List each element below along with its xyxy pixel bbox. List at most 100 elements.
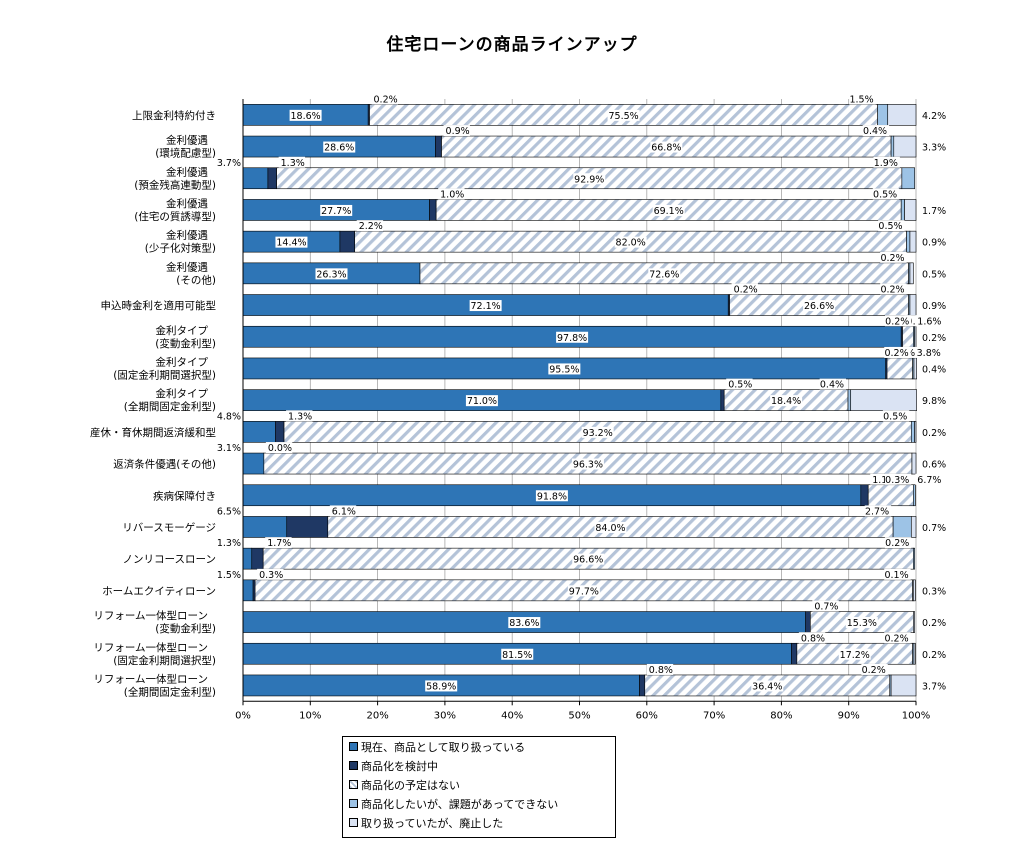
category-label: (固定金利期間選択型) xyxy=(113,368,216,381)
bar-segment xyxy=(890,674,917,697)
value-label-bg xyxy=(920,236,947,248)
value-label-bg xyxy=(216,568,243,580)
value-label: 75.5% xyxy=(608,111,638,122)
value-label-bg xyxy=(920,204,947,216)
value-label: 0.2% xyxy=(734,285,758,296)
value-label: 0.2% xyxy=(884,348,908,359)
value-label: 1.7% xyxy=(922,206,946,217)
value-label-bg xyxy=(838,648,871,660)
value-label: 96.6% xyxy=(573,555,603,566)
value-label: 0.2% xyxy=(862,665,886,676)
x-tick-label: 0% xyxy=(235,710,251,721)
value-label-bg xyxy=(257,568,284,580)
value-label-bg xyxy=(469,300,502,312)
value-label-bg xyxy=(572,553,605,565)
value-label-bg xyxy=(920,521,947,533)
stacked-bar-chart: 18.6% 0.2% 75.5% 1.5% 4.2% 28.6% 0.9% 66.8% 0.4%… xyxy=(90,93,947,721)
legend-swatch xyxy=(349,799,358,808)
value-label: 1.0% xyxy=(440,189,464,200)
category-label: リフォーム一体型ローン xyxy=(93,672,208,685)
category-label: 金利優遇 xyxy=(166,260,208,273)
value-label-bg xyxy=(920,109,947,121)
value-label: 72.1% xyxy=(471,301,501,312)
value-label: 6.5% xyxy=(217,506,241,517)
value-label: 0.5% xyxy=(878,221,902,232)
value-label: 1.3% xyxy=(217,538,241,549)
value-label-bg xyxy=(508,617,541,629)
value-label: 9.8% xyxy=(922,396,946,407)
value-label: 0.9% xyxy=(922,301,946,312)
value-label-bg xyxy=(798,632,826,644)
value-label: 84.0% xyxy=(595,523,625,534)
value-label-bg xyxy=(920,395,947,407)
bar-segment xyxy=(847,389,852,411)
value-label: 0.4% xyxy=(863,126,887,137)
value-label-bg xyxy=(920,585,947,597)
value-label: 92.9% xyxy=(574,174,604,185)
value-label-bg xyxy=(648,268,681,280)
value-label: 14.4% xyxy=(276,238,306,249)
value-label-bg xyxy=(548,363,581,375)
bar-segment xyxy=(913,642,916,665)
bar-segment xyxy=(913,547,915,570)
value-label-bg xyxy=(320,204,353,216)
bar-segment xyxy=(242,547,253,570)
bar-segment xyxy=(429,199,437,221)
x-axis: 0% 10% 20% 30% 40% 50% 60% 70% 80% 90% 100% xyxy=(235,99,930,721)
legend-label: 商品化したいが、課題があってできない xyxy=(361,797,559,811)
bar-segment xyxy=(913,579,916,602)
value-label: 1.5% xyxy=(217,570,241,581)
value-label: 0.0% xyxy=(268,443,292,454)
category-label: 金利タイプ xyxy=(156,387,209,400)
value-label-bg xyxy=(873,156,900,168)
value-label: 1.5% xyxy=(849,94,873,105)
value-label-bg xyxy=(920,141,947,153)
bar-segment xyxy=(913,357,917,380)
value-label: 36.4% xyxy=(752,681,782,692)
value-label-bg xyxy=(884,315,912,327)
value-label: 66.8% xyxy=(651,143,681,154)
value-label: 0.2% xyxy=(885,538,909,549)
value-label-bg xyxy=(571,458,604,470)
x-tick-label: 60% xyxy=(636,710,658,721)
legend-item: 商品化したいが、課題があってできない xyxy=(343,794,615,813)
value-label: 0.5% xyxy=(873,189,897,200)
value-label: 2.7% xyxy=(865,506,889,517)
value-label: 82.0% xyxy=(616,238,646,249)
value-label-bg xyxy=(864,505,892,517)
category-label: (環境配慮型) xyxy=(155,147,216,160)
category-label: 申込時金利を適用可能型 xyxy=(101,299,217,312)
legend-label: 現在、商品として取り扱っている xyxy=(361,740,526,754)
value-label: 0.2% xyxy=(884,633,908,644)
legend-item: 現在、商品として取り扱っている xyxy=(343,737,615,756)
value-label-bg xyxy=(594,521,627,533)
value-label: 27.7% xyxy=(321,206,351,217)
value-label-bg xyxy=(614,236,647,248)
value-label-bg xyxy=(567,585,600,597)
value-label: 91.8% xyxy=(537,491,567,502)
value-label-bg xyxy=(880,283,907,295)
value-label: 0.4% xyxy=(820,380,844,391)
legend-swatch xyxy=(349,818,358,827)
value-label: 18.4% xyxy=(771,396,801,407)
bar-segment xyxy=(893,135,917,158)
value-label: 0.2% xyxy=(880,285,904,296)
value-label-bg xyxy=(650,141,683,153)
value-labels: 18.6% 0.2% 75.5% 1.5% 4.2% 28.6% 0.9% 66.8% 0.4%… xyxy=(216,93,947,692)
value-label: 15.3% xyxy=(847,618,877,629)
value-label-bg xyxy=(315,268,348,280)
legend-swatch xyxy=(349,742,358,751)
bar-segment xyxy=(914,421,917,443)
bar-segment xyxy=(886,357,913,380)
bar-segment xyxy=(286,516,329,538)
bar-segment xyxy=(791,642,798,665)
category-label: リフォーム一体型ローン xyxy=(93,641,208,654)
value-label-bg xyxy=(920,648,947,660)
value-label: 26.3% xyxy=(316,269,346,280)
x-tick-label: 70% xyxy=(703,710,725,721)
bar-segment xyxy=(267,167,277,190)
value-label-bg xyxy=(920,331,947,343)
bar-segment xyxy=(242,421,276,443)
value-label-bg xyxy=(872,188,900,200)
value-label-bg xyxy=(216,410,243,422)
